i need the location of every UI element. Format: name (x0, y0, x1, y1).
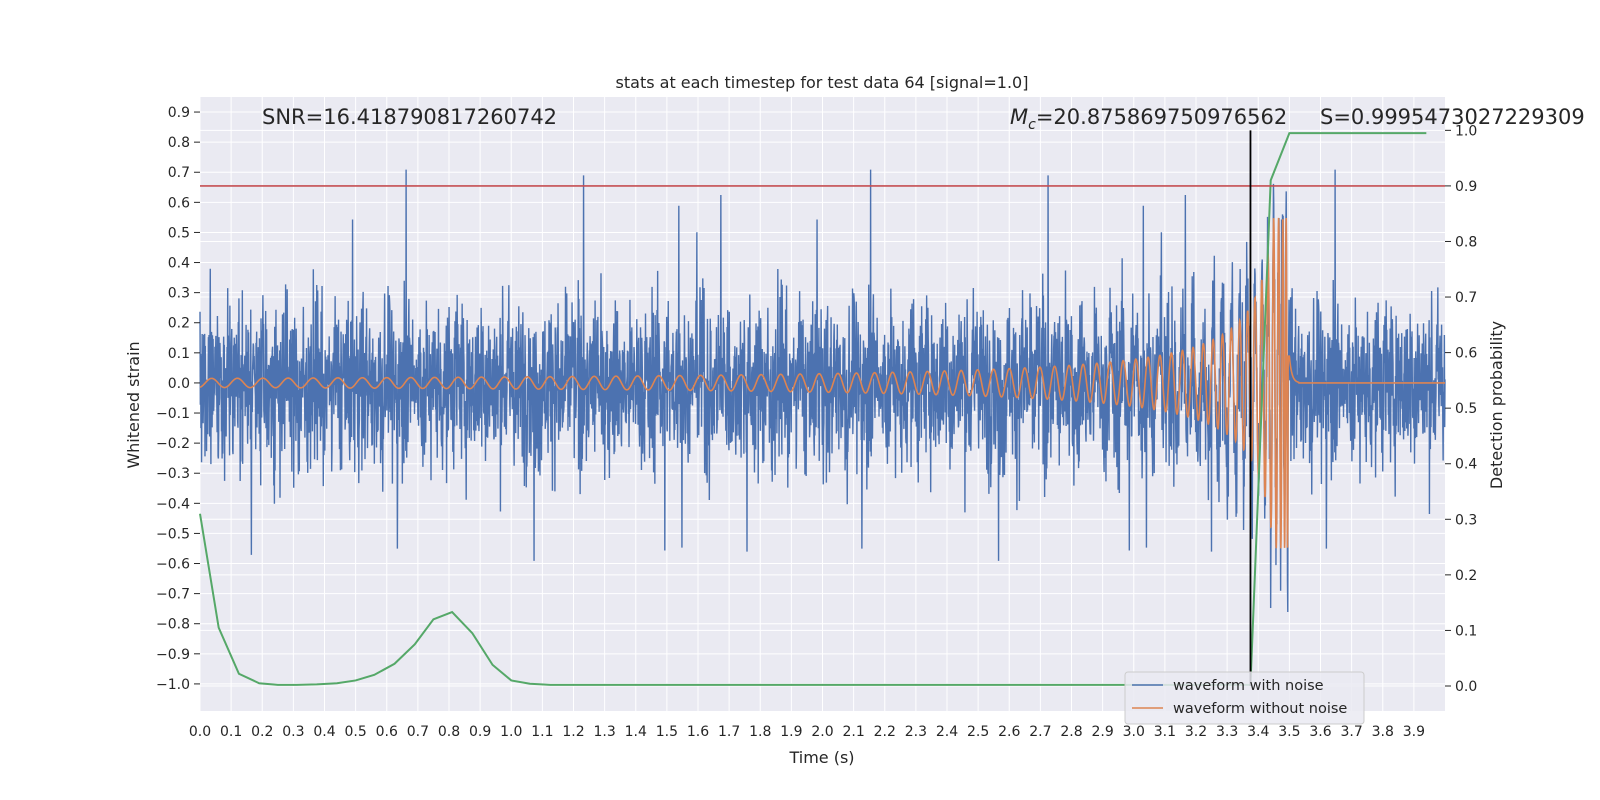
x-tick-label: 3.9 (1403, 724, 1425, 740)
y-tick-label: −0.8 (156, 617, 190, 633)
x-tick-label: 1.4 (625, 724, 647, 740)
series-waveform-without-noise (199, 217, 1445, 549)
y-axis-ticks: 0.9 0.8 0.7 0.6 0.5 0.4 0.3 0.2 0.1 0.0 −0.1 −0.2 −0… (156, 105, 200, 693)
x-tick-label: 1.8 (749, 724, 771, 740)
x-tick-label: 1.1 (531, 724, 553, 740)
y-tick-label: 0.0 (168, 376, 190, 392)
y-right-tick-label: 0.4 (1455, 457, 1477, 473)
x-tick-label: 3.2 (1185, 724, 1207, 740)
y-tick-label: −0.7 (156, 587, 190, 603)
x-tick-label: 1.7 (718, 724, 740, 740)
y-right-tick-label: 0.6 (1455, 346, 1477, 362)
y-tick-label: 0.1 (168, 346, 190, 362)
y-tick-label: 0.8 (168, 135, 190, 151)
x-tick-label: 2.1 (842, 724, 864, 740)
x-tick-label: 3.4 (1247, 724, 1269, 740)
x-tick-label: 2.9 (1091, 724, 1113, 740)
x-tick-label: 3.0 (1123, 724, 1145, 740)
x-tick-label: 2.2 (874, 724, 896, 740)
y-tick-label: 0.6 (168, 195, 190, 211)
x-tick-label: 2.8 (1060, 724, 1082, 740)
clean-line (199, 217, 1445, 549)
legend-box (1124, 671, 1365, 725)
y-tick-label: −0.3 (156, 466, 190, 482)
x-tick-label: 0.9 (469, 724, 491, 740)
x-tick-label: 0.7 (407, 724, 429, 740)
x-tick-label: 3.6 (1309, 724, 1331, 740)
mc-value: =20.875869750976562 (1036, 105, 1287, 129)
x-tick-label: 2.3 (905, 724, 927, 740)
x-tick-label: 0.2 (251, 724, 273, 740)
x-tick-label: 0.0 (189, 724, 211, 740)
y-right-tick-label: 0.5 (1455, 401, 1477, 417)
x-tick-label: 3.5 (1278, 724, 1300, 740)
mc-annotation: Mc=20.875869750976562 (1010, 105, 1287, 133)
x-tick-label: 3.8 (1372, 724, 1394, 740)
mc-symbol: M (1010, 105, 1028, 129)
y-tick-label: 0.4 (168, 256, 190, 272)
y-right-tick-label: 0.3 (1455, 512, 1477, 528)
x-tick-label: 1.6 (687, 724, 709, 740)
x-tick-label: 3.1 (1154, 724, 1176, 740)
x-tick-label: 1.2 (562, 724, 584, 740)
y-tick-label: −0.6 (156, 557, 190, 573)
chart-title: stats at each timestep for test data 64 … (616, 73, 1029, 92)
y-tick-label: −0.4 (156, 496, 190, 512)
reference-lines (200, 130, 1445, 686)
x-tick-label: 1.5 (656, 724, 678, 740)
y-right-tick-label: 0.0 (1455, 679, 1477, 695)
y-right-tick-label: 0.1 (1455, 623, 1477, 639)
y-right-tick-label: 1.0 (1455, 123, 1477, 139)
mc-subscript: c (1028, 117, 1036, 133)
y-tick-label: −0.9 (156, 647, 190, 663)
y-tick-label: −1.0 (156, 677, 190, 693)
x-tick-label: 0.5 (344, 724, 366, 740)
y-tick-label: 0.5 (168, 225, 190, 241)
x-tick-label: 2.0 (811, 724, 833, 740)
x-tick-label: 0.1 (220, 724, 242, 740)
snr-annotation: SNR=16.418790817260742 (262, 105, 557, 129)
y-tick-label: −0.1 (156, 406, 190, 422)
x-tick-label: 3.3 (1216, 724, 1238, 740)
y-tick-label: 0.7 (168, 165, 190, 181)
x-tick-label: 2.4 (936, 724, 958, 740)
x-tick-label: 3.7 (1340, 724, 1362, 740)
y-tick-label: 0.9 (168, 105, 190, 121)
legend: waveform with noise waveform without noi… (1124, 671, 1365, 725)
x-tick-label: 1.3 (593, 724, 615, 740)
x-tick-label: 2.7 (1029, 724, 1051, 740)
x-tick-label: 0.8 (438, 724, 460, 740)
y-axis-label: Whitened strain (124, 341, 143, 468)
y-tick-label: −0.2 (156, 436, 190, 452)
s-annotation: S=0.9995473027229309 (1320, 105, 1585, 129)
y-tick-label: 0.3 (168, 286, 190, 302)
x-tick-label: 1.9 (780, 724, 802, 740)
x-tick-label: 0.4 (313, 724, 335, 740)
x-tick-label: 1.0 (500, 724, 522, 740)
y-right-tick-label: 0.7 (1455, 290, 1477, 306)
x-tick-label: 0.6 (376, 724, 398, 740)
y-tick-label: 0.2 (168, 316, 190, 332)
x-axis-label: Time (s) (788, 748, 854, 767)
y-right-tick-label: 0.9 (1455, 179, 1477, 195)
x-tick-label: 0.3 (282, 724, 304, 740)
y-tick-label: −0.5 (156, 526, 190, 542)
x-axis-ticks: 0.0 0.1 0.2 0.3 0.4 0.5 0.6 0.7 0.8 0.9 1.0 1.1 1.2 1… (189, 724, 1425, 740)
y-right-tick-label: 0.8 (1455, 234, 1477, 250)
x-tick-label: 2.5 (967, 724, 989, 740)
legend-label-noise: waveform with noise (1173, 678, 1324, 694)
x-tick-label: 2.6 (998, 724, 1020, 740)
legend-label-clean: waveform without noise (1173, 701, 1347, 717)
y-axis-right-ticks: 1.0 0.9 0.8 0.7 0.6 0.5 0.4 0.3 0.2 0.1 0.0 (1445, 123, 1477, 695)
y-axis-right-label: Detection probability (1487, 321, 1506, 489)
y-right-tick-label: 0.2 (1455, 568, 1477, 584)
